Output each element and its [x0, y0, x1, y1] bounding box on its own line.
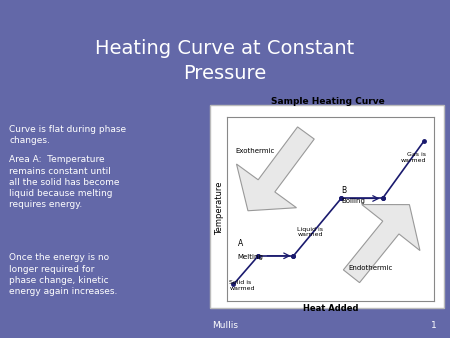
- Text: Heating Curve at Constant
Pressure: Heating Curve at Constant Pressure: [95, 39, 355, 83]
- Text: B: B: [341, 186, 346, 195]
- Text: Liquid is
warmed: Liquid is warmed: [297, 226, 323, 237]
- Text: Once the energy is no
longer required for
phase change, kinetic
energy again inc: Once the energy is no longer required fo…: [9, 254, 117, 296]
- Polygon shape: [343, 204, 420, 283]
- Text: Mullis: Mullis: [212, 320, 238, 330]
- X-axis label: Heat Added: Heat Added: [303, 304, 359, 313]
- Text: Solid is
warmed: Solid is warmed: [230, 280, 255, 291]
- Polygon shape: [237, 127, 314, 211]
- Y-axis label: Temperature: Temperature: [216, 182, 225, 236]
- Text: Sample Heating Curve: Sample Heating Curve: [271, 97, 384, 106]
- Text: Melting: Melting: [238, 254, 264, 260]
- Text: A: A: [238, 239, 243, 247]
- Bar: [210, 105, 444, 308]
- Text: Endothermic: Endothermic: [348, 265, 393, 271]
- Text: 1: 1: [431, 320, 436, 330]
- Text: Boiling: Boiling: [341, 198, 365, 204]
- Text: Gas is
warmed: Gas is warmed: [400, 152, 426, 163]
- Text: Curve is flat during phase
changes.: Curve is flat during phase changes.: [9, 125, 126, 145]
- Text: Exothermic: Exothermic: [235, 148, 275, 154]
- Text: Area A:  Temperature
remains constant until
all the solid has become
liquid beca: Area A: Temperature remains constant unt…: [9, 155, 120, 209]
